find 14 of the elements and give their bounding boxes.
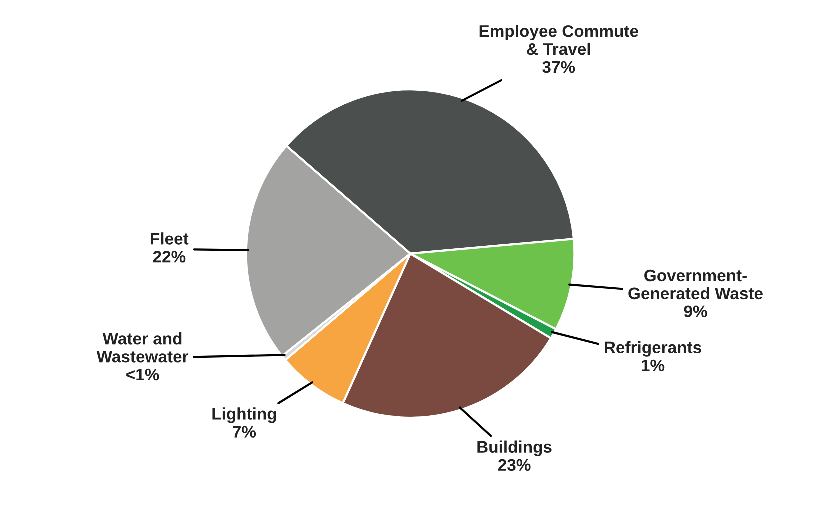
data-label: 7%: [233, 426, 256, 438]
data-label: 22%: [153, 250, 186, 263]
data-label: 37%: [542, 61, 576, 74]
data-label: <1%: [126, 368, 160, 381]
slice-label: Fleet: [151, 232, 189, 245]
slice-label: Government- Generated Waste: [628, 270, 763, 300]
slice-label: Lighting: [212, 408, 276, 424]
data-label: 23%: [498, 459, 531, 472]
slice-label: Employee Commute & Travel: [480, 25, 638, 56]
slice-label: Buildings: [478, 440, 552, 456]
slice-label: Water and Wastewater: [96, 332, 189, 363]
data-label: 9%: [684, 306, 708, 318]
data-label: 1%: [642, 360, 665, 372]
slice-label: Refrigerants: [605, 341, 702, 357]
